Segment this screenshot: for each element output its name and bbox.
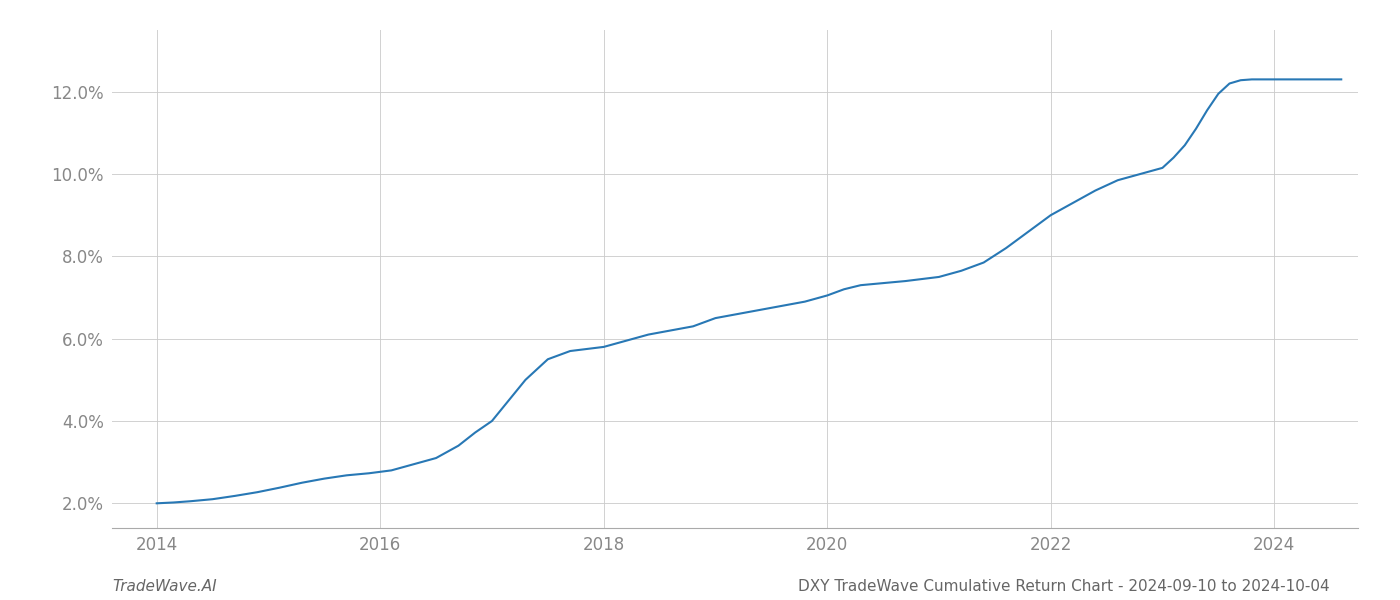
Text: TradeWave.AI: TradeWave.AI bbox=[112, 579, 217, 594]
Text: DXY TradeWave Cumulative Return Chart - 2024-09-10 to 2024-10-04: DXY TradeWave Cumulative Return Chart - … bbox=[798, 579, 1330, 594]
